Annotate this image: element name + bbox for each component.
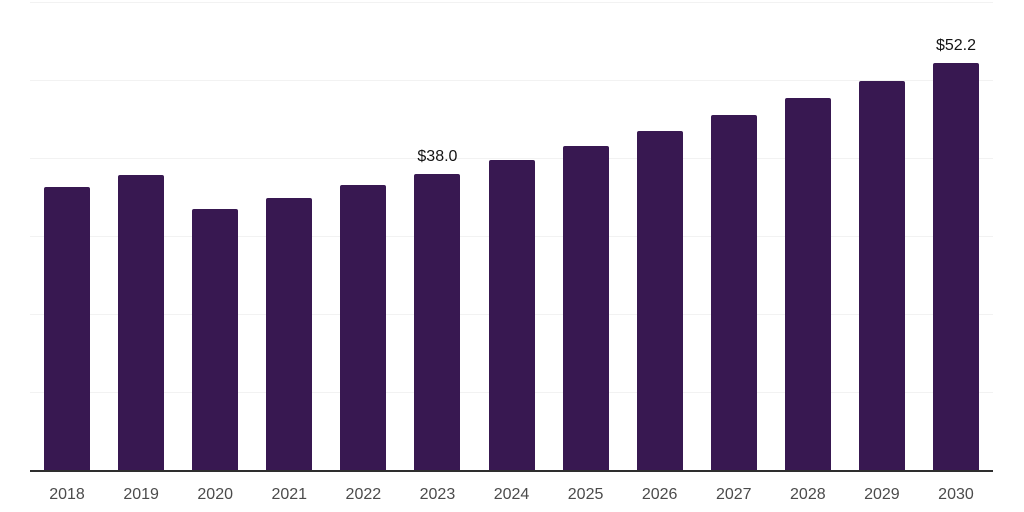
bar-2023 xyxy=(414,173,461,470)
x-axis-tick-labels: 2018 2019 2020 2021 2022 2023 2024 2025 2026 2027… xyxy=(30,472,993,504)
gridline xyxy=(30,80,993,81)
bar-cell-2027 xyxy=(697,2,771,470)
bar-cell-2026 xyxy=(623,2,697,470)
x-tick-label-2021: 2021 xyxy=(271,486,308,503)
x-tick-label-2022: 2022 xyxy=(345,486,382,503)
bar-cell-2020 xyxy=(178,2,252,470)
x-tick-label-2028: 2028 xyxy=(790,486,826,503)
bar-2021 xyxy=(266,197,313,470)
bar-2027 xyxy=(710,115,757,470)
x-tick-label-2020: 2020 xyxy=(197,486,233,503)
x-tick-label-2025: 2025 xyxy=(567,486,604,503)
bar-cell-2021 xyxy=(252,2,326,470)
bar-value-label-2030: $52.2 xyxy=(935,36,976,54)
bar-cell-2029 xyxy=(845,2,919,470)
bar-cell-2019 xyxy=(104,2,178,470)
bar-2019 xyxy=(118,175,165,470)
x-tick-label-2026: 2026 xyxy=(641,486,678,503)
bar-2028 xyxy=(784,97,831,470)
bar-cell-2025 xyxy=(549,2,623,470)
x-tick-label-2030: 2030 xyxy=(938,486,974,503)
bar-cell-2018 xyxy=(30,2,104,470)
bar-cell-2022 xyxy=(326,2,400,470)
bar-2022 xyxy=(340,185,387,470)
bar-cell-2030: $52.2 xyxy=(919,2,993,470)
bar-2020 xyxy=(192,208,239,470)
x-tick-label-2019: 2019 xyxy=(123,486,159,503)
x-tick-label-2027: 2027 xyxy=(715,486,752,503)
bar-2018 xyxy=(44,186,91,470)
bar-cell-2024 xyxy=(474,2,548,470)
x-tick-label-2029: 2029 xyxy=(864,486,900,503)
x-tick-label-2024: 2024 xyxy=(493,486,530,503)
x-tick-label-2023: 2023 xyxy=(419,486,456,503)
x-tick-label-2018: 2018 xyxy=(49,486,85,503)
bar-cell-2028 xyxy=(771,2,845,470)
plot-area: $38.0 $52.2 xyxy=(30,2,993,472)
bar-2026 xyxy=(636,130,683,470)
bar-2030 xyxy=(932,62,979,470)
gridline xyxy=(30,158,993,159)
bar-2024 xyxy=(488,160,535,470)
bar-series: $38.0 $52.2 xyxy=(30,2,993,470)
bar-value-label-2023: $38.0 xyxy=(417,147,458,165)
bar-2025 xyxy=(562,145,609,470)
bar-cell-2023: $38.0 xyxy=(400,2,474,470)
bar-2029 xyxy=(858,80,905,470)
gridline xyxy=(30,2,993,3)
